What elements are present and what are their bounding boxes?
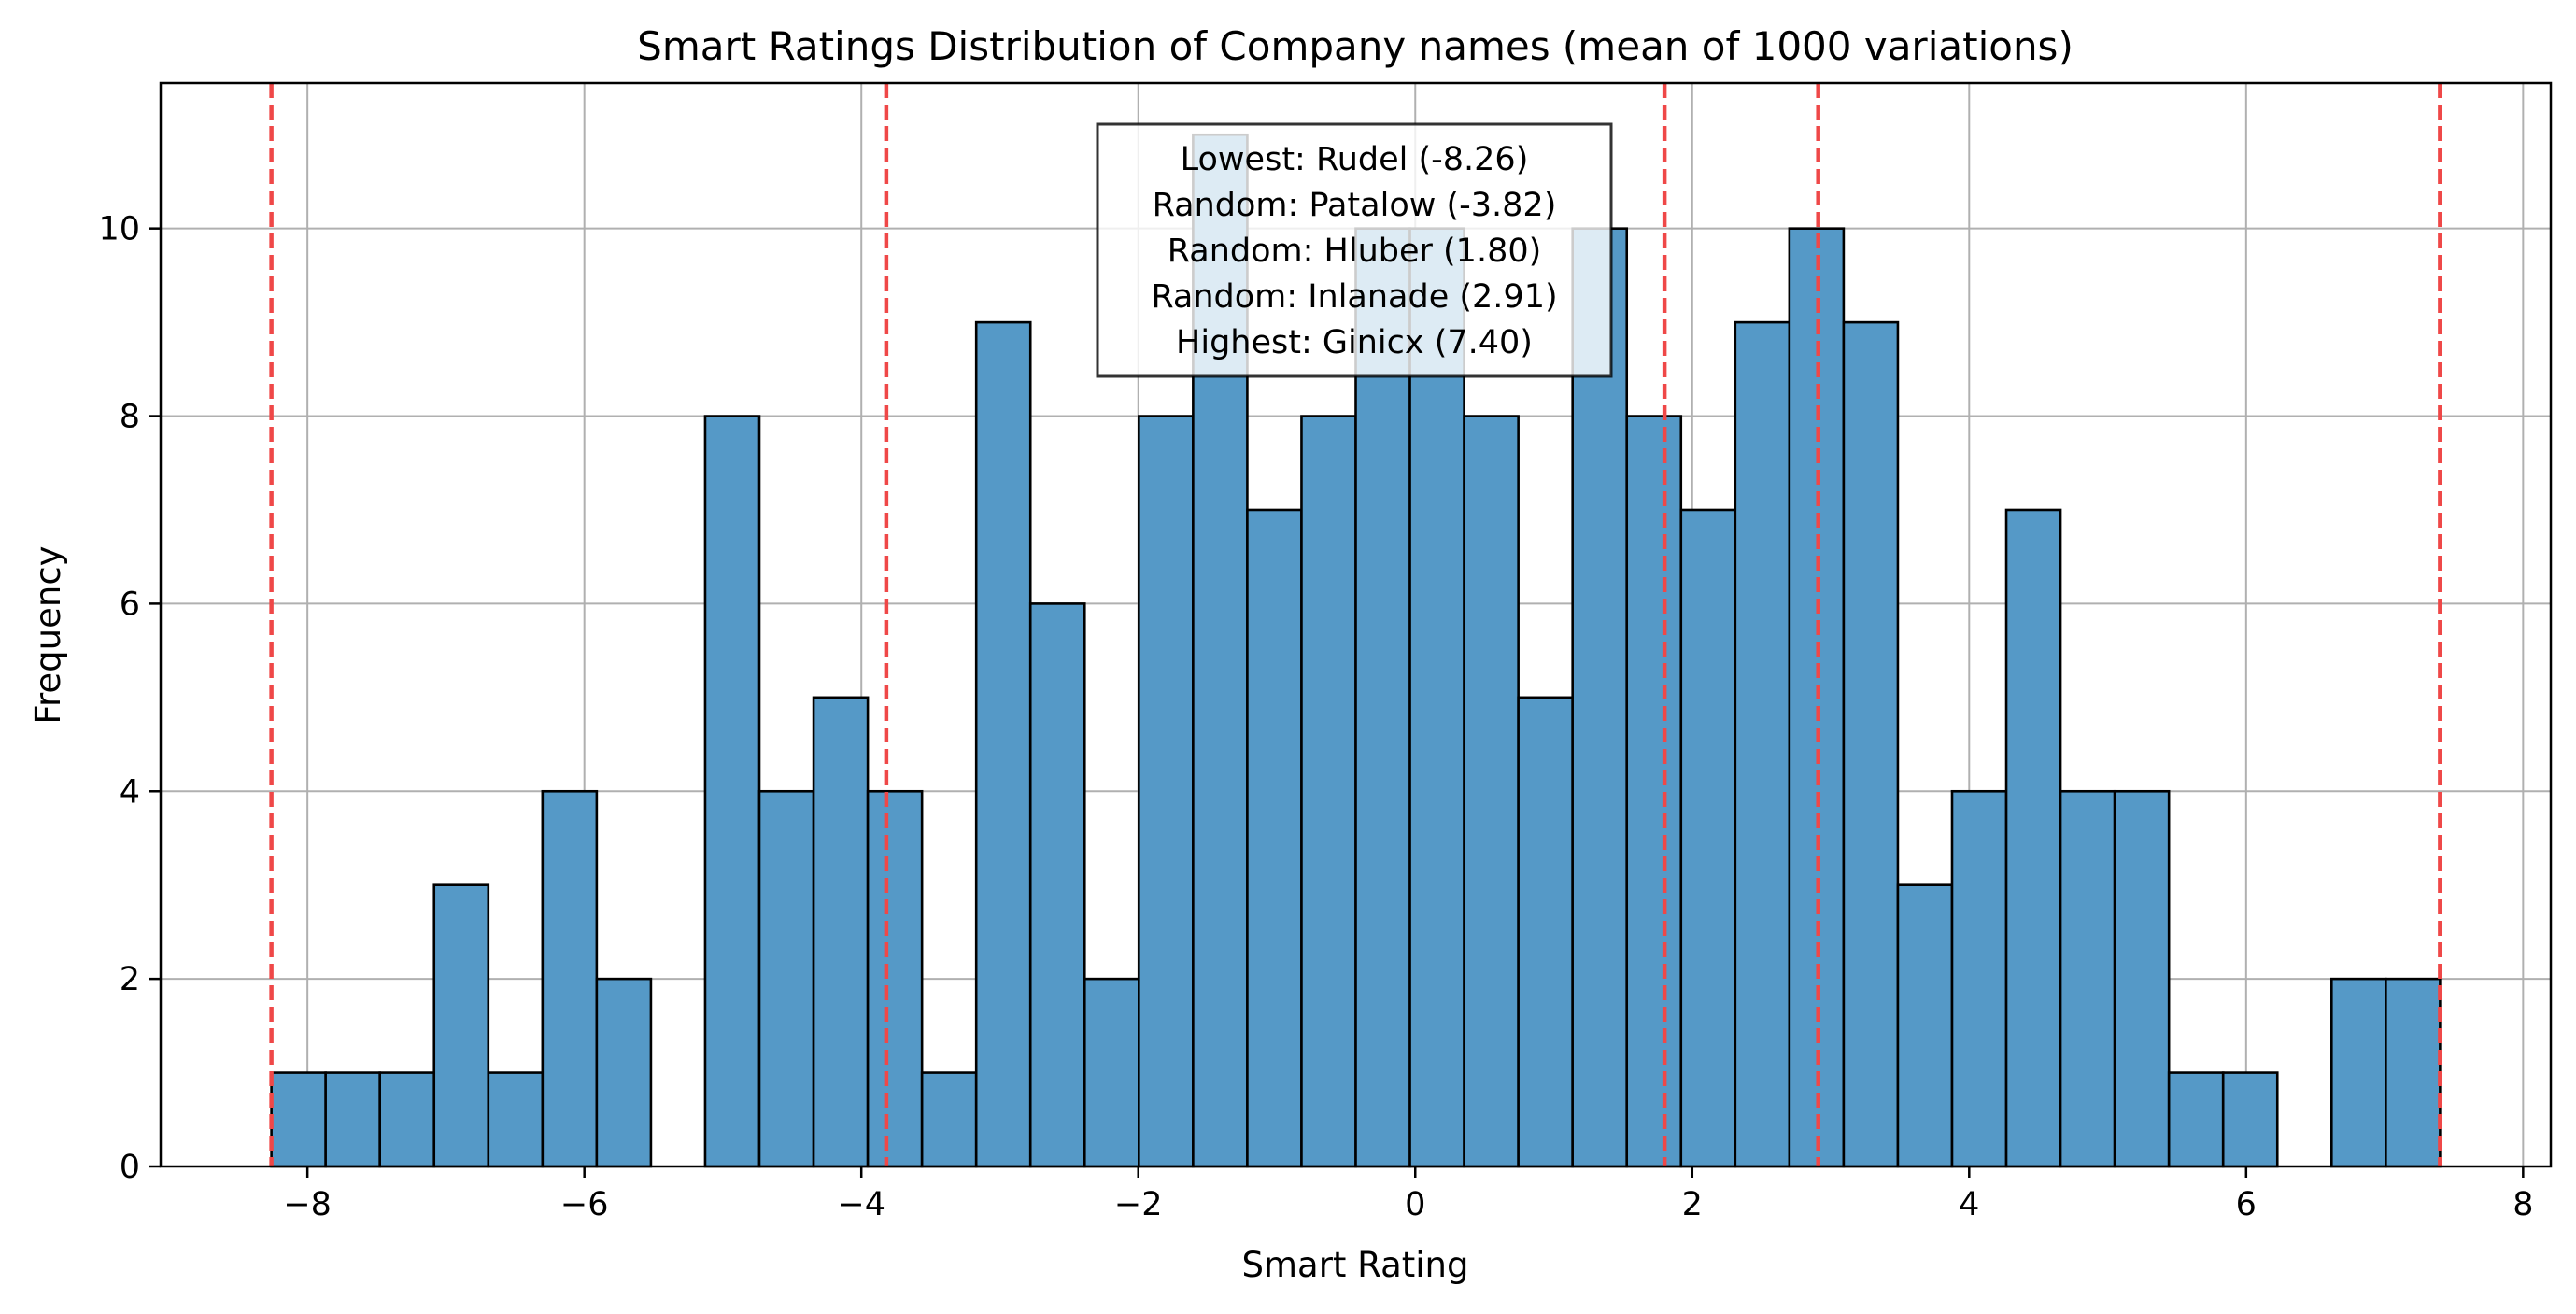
histogram-bar (2167, 1071, 2225, 1168)
y-tick-label: 8 (120, 399, 140, 436)
x-tick-label: −8 (283, 1186, 332, 1223)
x-tick-label: 0 (1405, 1186, 1425, 1223)
chart-title: Smart Ratings Distribution of Company na… (637, 23, 2074, 69)
histogram-bar (2004, 508, 2062, 1168)
histogram-bar (812, 696, 870, 1168)
histogram-bar (1083, 977, 1140, 1168)
y-tick-label: 0 (120, 1149, 140, 1186)
histogram-bar (1842, 320, 1900, 1168)
y-tick-label: 2 (120, 961, 140, 998)
annotation-line: Random: Patalow (-3.82) (1153, 187, 1557, 224)
histogram-bar (1679, 508, 1737, 1168)
histogram-bar (2059, 789, 2116, 1168)
histogram-bar (432, 883, 490, 1168)
x-axis-ticks: −8 −6 −4 −2 0 2 4 6 8 (283, 1166, 2533, 1223)
histogram-bar (866, 789, 924, 1168)
y-axis-label: Frequency (28, 545, 68, 724)
x-tick-label: 4 (1959, 1186, 1979, 1223)
y-tick-label: 10 (98, 211, 140, 248)
histogram-bar (1138, 415, 1195, 1168)
histogram-bar (595, 977, 653, 1168)
plot-frame (159, 81, 2553, 1168)
annotation-line: Lowest: Rudel (-8.26) (1181, 141, 1529, 178)
annotation-line: Highest: Ginicx (7.40) (1176, 324, 1533, 361)
annotation-box-frame (1096, 122, 1613, 378)
x-axis-label: Smart Rating (1242, 1245, 1469, 1285)
histogram-bar (2113, 789, 2171, 1168)
histogram-bar (1625, 415, 1683, 1168)
histogram-bar (324, 1071, 381, 1168)
histogram-bar (1300, 415, 1357, 1168)
x-tick-label: −6 (560, 1186, 609, 1223)
histogram-bar (1517, 696, 1574, 1168)
histogram-bar (974, 320, 1032, 1168)
annotation-line: Random: Inlanade (2.91) (1151, 278, 1557, 316)
histogram-bars (270, 133, 2442, 1168)
histogram-bar (1028, 602, 1086, 1168)
x-tick-label: 2 (1682, 1186, 1703, 1223)
histogram-bar (1950, 789, 2008, 1168)
histogram-bar (1246, 508, 1303, 1168)
y-tick-label: 6 (120, 586, 140, 623)
histogram-bar (2385, 977, 2442, 1168)
annotation-box: Lowest: Rudel (-8.26) Random: Patalow (-3… (1096, 122, 1613, 378)
y-axis-ticks: 0 2 4 6 8 10 (98, 211, 161, 1186)
histogram-bar (2330, 977, 2387, 1168)
x-tick-label: −4 (837, 1186, 885, 1223)
histogram-bar (1896, 883, 1954, 1168)
histogram-bar (920, 1071, 978, 1168)
histogram-bar (703, 415, 761, 1168)
histogram-bar (1571, 227, 1629, 1168)
x-tick-label: −2 (1114, 1186, 1163, 1223)
histogram-bar (541, 789, 599, 1168)
histogram-bar (1734, 320, 1791, 1168)
reference-lines (269, 83, 2442, 1166)
histogram-bar (757, 789, 815, 1168)
x-tick-label: 6 (2236, 1186, 2257, 1223)
x-tick-label: 8 (2512, 1186, 2533, 1223)
annotation-line: Random: Hluber (1.80) (1168, 233, 1542, 270)
histogram-bar (270, 1071, 327, 1168)
histogram-bar (1463, 415, 1520, 1168)
y-tick-label: 4 (120, 773, 140, 811)
histogram-bar (487, 1071, 545, 1168)
histogram-bar (378, 1071, 436, 1168)
histogram-bar (2221, 1071, 2279, 1168)
